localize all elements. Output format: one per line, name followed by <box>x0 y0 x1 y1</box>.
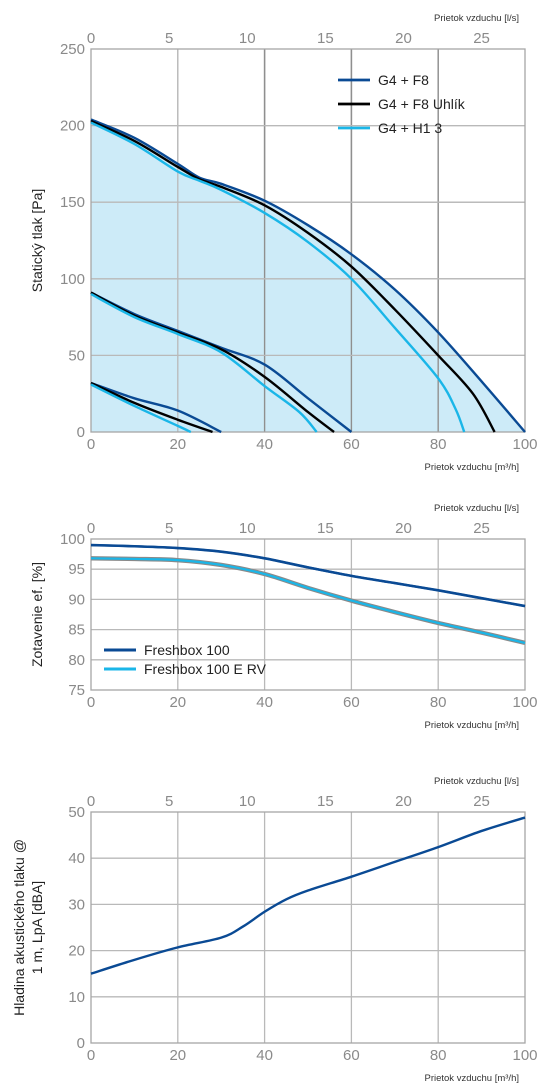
legend-label: G4 + F8 <box>378 72 429 88</box>
y-tick-label: 0 <box>77 1035 85 1052</box>
y-tick-label: 95 <box>68 561 85 578</box>
y-tick-label: 20 <box>68 943 85 960</box>
x-axis-title: Prietok vzduchu [m³/h] <box>424 462 519 473</box>
x2-tick-label: 0 <box>87 30 95 47</box>
x2-tick-label: 25 <box>473 520 490 537</box>
y-tick-label: 85 <box>68 622 85 639</box>
x-tick-label: 60 <box>343 694 360 711</box>
legend-label: Freshbox 100 <box>144 642 230 658</box>
y-tick-label: 30 <box>68 896 85 913</box>
x-tick-label: 0 <box>87 694 95 711</box>
x2-tick-label: 20 <box>395 520 412 537</box>
series-line <box>90 121 466 433</box>
x-tick-label: 60 <box>343 1047 360 1064</box>
x2-tick-label: 20 <box>395 30 412 47</box>
series-line <box>90 119 496 433</box>
series-line <box>90 291 353 433</box>
x-axis-title: Prietok vzduchu [m³/h] <box>424 720 519 731</box>
series-line <box>90 383 192 434</box>
x2-tick-label: 10 <box>239 30 256 47</box>
y-tick-label: 40 <box>68 850 85 867</box>
series-line <box>90 118 526 433</box>
series-line <box>90 543 526 608</box>
plot-frame <box>90 538 526 691</box>
y-tick-label: 100 <box>60 271 85 288</box>
y-axis-title: Statický tlak [Pa] <box>29 189 45 292</box>
y-tick-label: 10 <box>68 989 85 1006</box>
x-tick-label: 20 <box>169 436 186 453</box>
legend-label: Freshbox 100 E RV <box>144 661 267 677</box>
x-tick-label: 80 <box>430 1047 447 1064</box>
x2-axis-title: Prietok vzduchu [l/s] <box>434 776 519 787</box>
x2-tick-label: 10 <box>239 520 256 537</box>
y-tick-label: 100 <box>60 531 85 548</box>
x2-tick-label: 0 <box>87 520 95 537</box>
x-tick-label: 80 <box>430 694 447 711</box>
x-tick-label: 40 <box>256 436 273 453</box>
x2-axis-title: Prietok vzduchu [l/s] <box>434 13 519 24</box>
x-tick-label: 60 <box>343 436 360 453</box>
x2-tick-label: 5 <box>165 30 173 47</box>
series-line <box>90 381 222 434</box>
y-tick-label: 75 <box>68 682 85 699</box>
x-tick-label: 100 <box>512 1047 537 1064</box>
x-tick-label: 100 <box>512 694 537 711</box>
x-tick-label: 40 <box>256 1047 273 1064</box>
legend-item: Freshbox 100 E RV <box>104 661 267 677</box>
y-axis-title: 1 m, LpA [dBA] <box>29 881 45 974</box>
legend-label: G4 + F8 Uhlík <box>378 96 466 112</box>
x-tick-label: 20 <box>169 1047 186 1064</box>
operating-area-fill <box>91 119 525 433</box>
x2-axis-title: Prietok vzduchu [l/s] <box>434 503 519 514</box>
series-line <box>90 816 526 975</box>
x2-tick-label: 25 <box>473 793 490 810</box>
chart-3: 0 20 40 60 80 100 0 5 10 15 20 25 0 10 20 30 40 50 Prietok… <box>11 776 538 1084</box>
x-axis-title: Prietok vzduchu [m³/h] <box>424 1073 519 1084</box>
x2-tick-label: 15 <box>317 520 334 537</box>
series-line <box>90 291 335 433</box>
y-tick-label: 0 <box>77 424 85 441</box>
y-tick-label: 250 <box>60 41 85 58</box>
series-line-outline <box>90 543 526 608</box>
x2-tick-label: 20 <box>395 793 412 810</box>
x-tick-label: 80 <box>430 436 447 453</box>
x2-tick-label: 25 <box>473 30 490 47</box>
x-tick-label: 0 <box>87 1047 95 1064</box>
series-line <box>90 293 318 433</box>
x2-tick-label: 15 <box>317 793 334 810</box>
y-tick-label: 200 <box>60 118 85 135</box>
series-line <box>90 381 213 434</box>
y-tick-label: 50 <box>68 804 85 821</box>
x-tick-label: 40 <box>256 694 273 711</box>
series-line <box>90 557 526 644</box>
y-tick-label: 50 <box>68 347 85 364</box>
legend-item: G4 + H1 3 <box>338 120 442 136</box>
x2-tick-label: 5 <box>165 520 173 537</box>
plot-frame <box>90 811 526 1044</box>
x2-tick-label: 15 <box>317 30 334 47</box>
x2-tick-label: 0 <box>87 793 95 810</box>
x2-tick-label: 5 <box>165 793 173 810</box>
plot-frame <box>90 48 526 433</box>
x-tick-label: 20 <box>169 694 186 711</box>
legend-item: G4 + F8 <box>338 72 429 88</box>
y-tick-label: 90 <box>68 591 85 608</box>
x-tick-label: 0 <box>87 436 95 453</box>
legend-item: G4 + F8 Uhlík <box>338 96 466 112</box>
y-axis-title: Zotavenie ef. [%] <box>29 562 45 667</box>
legend-item: Freshbox 100 <box>104 642 230 658</box>
y-tick-label: 150 <box>60 194 85 211</box>
y-tick-label: 80 <box>68 652 85 669</box>
legend-label: G4 + H1 3 <box>378 120 442 136</box>
x2-tick-label: 10 <box>239 793 256 810</box>
x-tick-label: 100 <box>512 436 537 453</box>
y-axis-title: Hladina akustického tlaku @ <box>11 839 27 1016</box>
